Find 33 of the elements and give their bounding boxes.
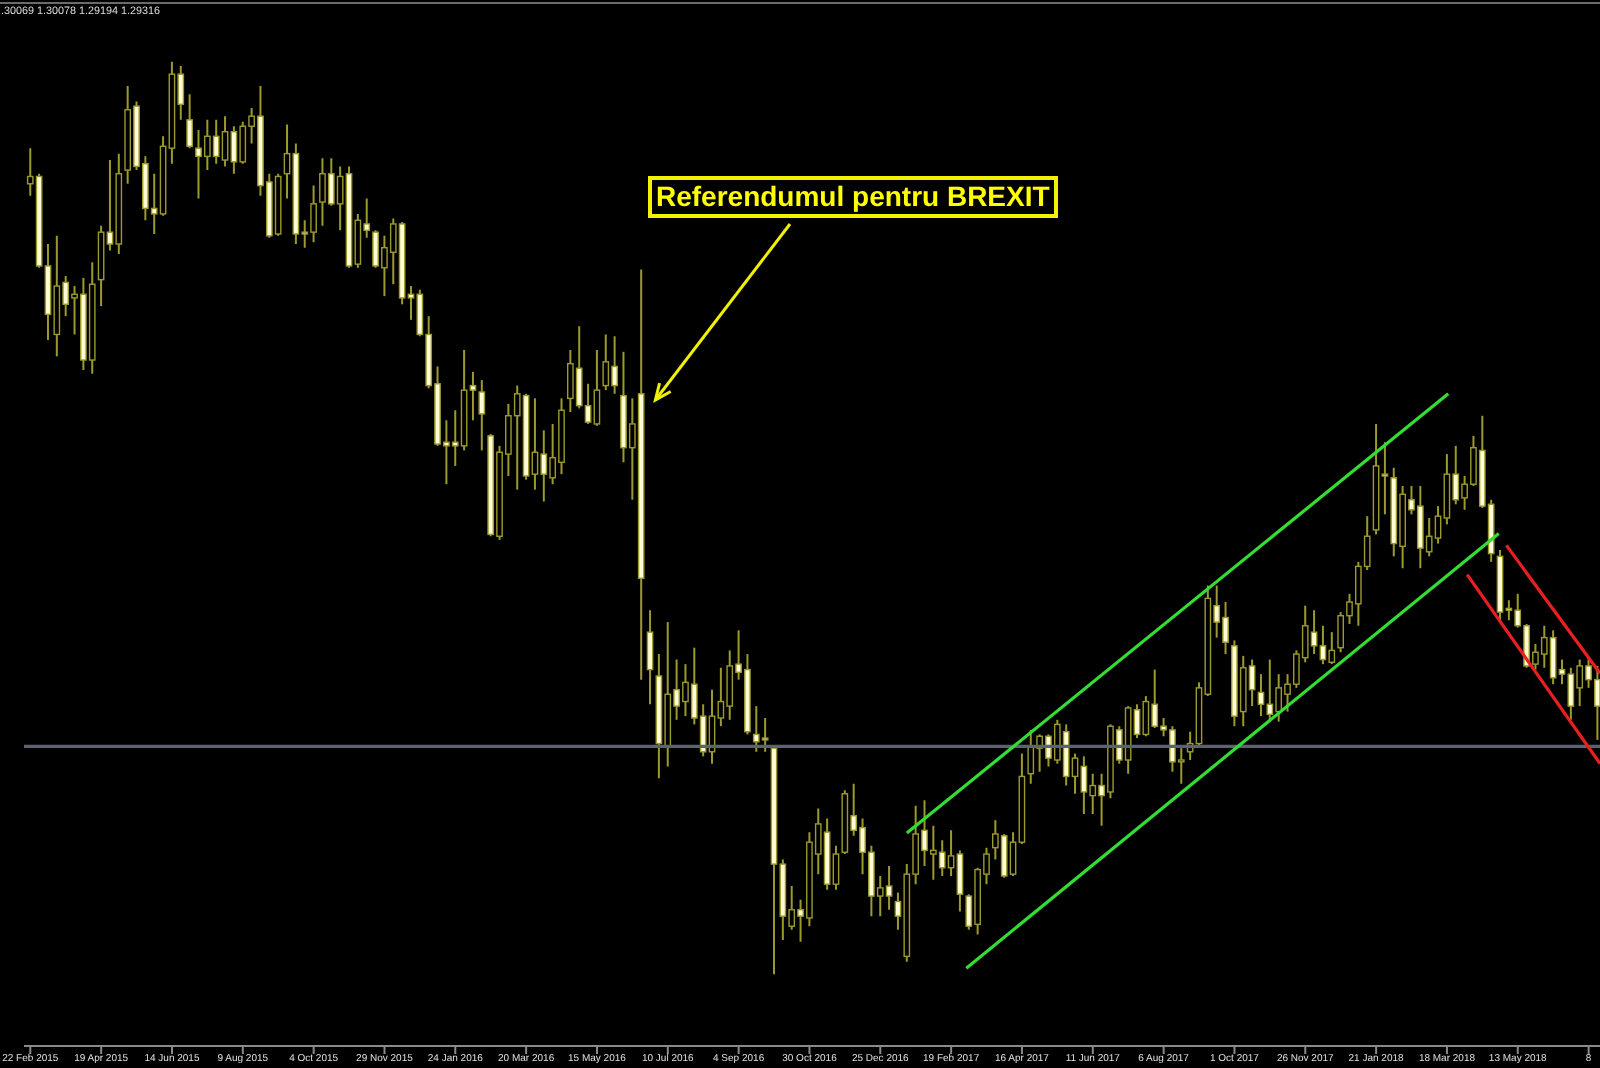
candlestick — [1319, 624, 1327, 666]
candlestick — [885, 864, 893, 911]
candlestick — [1248, 658, 1256, 708]
candlestick — [1027, 728, 1035, 785]
candlestick — [956, 849, 964, 913]
candlestick — [646, 609, 654, 706]
annotation: Referendumul pentru BREXIT — [648, 176, 1058, 218]
candlestick — [726, 649, 734, 721]
candlestick — [239, 120, 247, 165]
candlestick — [602, 333, 610, 392]
candlestick — [752, 705, 760, 753]
candlestick — [1567, 666, 1575, 721]
candlestick — [513, 384, 521, 491]
candlestick — [478, 379, 486, 452]
candlestick — [1151, 668, 1159, 730]
candlestick — [230, 125, 238, 175]
candlestick — [1549, 629, 1557, 686]
candlestick — [221, 115, 229, 168]
candlestick — [593, 348, 601, 427]
candlestick — [1089, 772, 1097, 815]
candlestick — [938, 839, 946, 877]
candlestick — [212, 118, 220, 165]
candlestick — [1328, 631, 1336, 666]
candlestick — [540, 429, 548, 503]
candlestick — [1000, 832, 1008, 879]
candlestick — [1062, 723, 1070, 787]
candlestick — [97, 224, 105, 308]
candlestick — [1080, 755, 1088, 815]
candlestick — [186, 93, 193, 150]
candlestick — [1266, 658, 1274, 721]
candlestick — [1310, 609, 1318, 656]
candlestick — [761, 716, 769, 753]
candlestick — [1257, 673, 1265, 718]
